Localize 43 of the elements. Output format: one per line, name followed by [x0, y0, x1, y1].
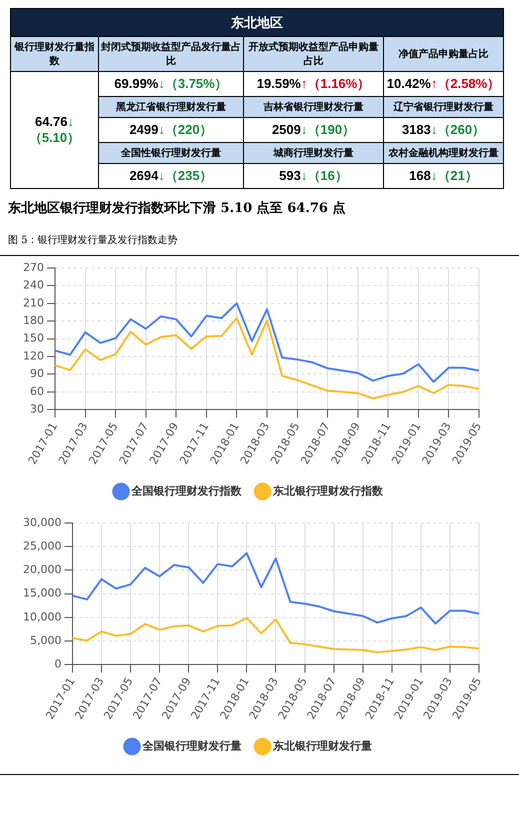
text: 开放式预期收益型产品申购量占比 [244, 36, 384, 72]
text: 64.76↓（5.10） [10, 72, 98, 188]
text: 吉林省银行理财发行量 [244, 96, 384, 118]
y-tick-label: 180 [22, 314, 44, 327]
y-tick-label: 150 [22, 332, 44, 345]
text: 3183↓（260） [384, 118, 504, 142]
text: 2694↓（235） [98, 164, 244, 188]
text: 19.59%↑（1.16%） [244, 72, 384, 96]
legend-label: 东北银行理财发行量 [272, 739, 372, 752]
y-tick-label: 270 [22, 260, 44, 274]
legend-label: 东北银行理财发行指数 [272, 484, 384, 498]
y-tick-label: 20,000 [22, 563, 62, 576]
text: 2509↓（190） [244, 118, 384, 142]
y-tick-label: 30 [30, 402, 44, 416]
y-tick-label: 120 [22, 349, 44, 362]
text: 2499↓（220） [98, 118, 244, 142]
y-tick-label: 60 [30, 384, 44, 398]
text: 593↓（16） [244, 164, 384, 188]
y-tick-label: 15,000 [22, 586, 62, 600]
text: 69.99%↓（3.75%） [98, 72, 244, 96]
chart-title: 图 5：银行理财发行量及发行指数走势 [8, 234, 179, 247]
y-tick-label: 25,000 [22, 539, 62, 552]
text: 辽宁省银行理财发行量 [384, 96, 504, 118]
text: 净值产品申购量占比 [384, 36, 504, 72]
legend-label: 全国银行理财发行量 [142, 739, 242, 752]
text: 东北地区 [10, 8, 504, 36]
text: 168↓（21） [384, 164, 504, 188]
text: 城商行理财发行量 [244, 142, 384, 164]
text: 封闭式预期收益型产品发行量占比 [98, 36, 244, 72]
y-tick-label: 10,000 [22, 610, 62, 624]
text: 全国性银行理财发行量 [98, 142, 244, 164]
legend-label: 全国银行理财发行指数 [130, 484, 242, 498]
y-tick-label: 90 [30, 367, 44, 380]
text: 东北地区银行理财发行指数环比下滑 5.10 点至 64.76 点 [8, 200, 346, 217]
text: 10.42%↑（2.58%） [384, 72, 504, 96]
y-tick-label: 210 [22, 296, 44, 310]
text: 银行理财发行量指数 [10, 36, 98, 72]
y-tick-label: 240 [22, 278, 44, 292]
y-tick-label: 5,000 [30, 634, 62, 647]
y-tick-label: 30,000 [22, 516, 62, 529]
y-tick-label: 0 [54, 657, 62, 670]
text: 农村金融机构理财发行量 [384, 142, 504, 164]
text: 黑龙江省银行理财发行量 [98, 96, 244, 118]
